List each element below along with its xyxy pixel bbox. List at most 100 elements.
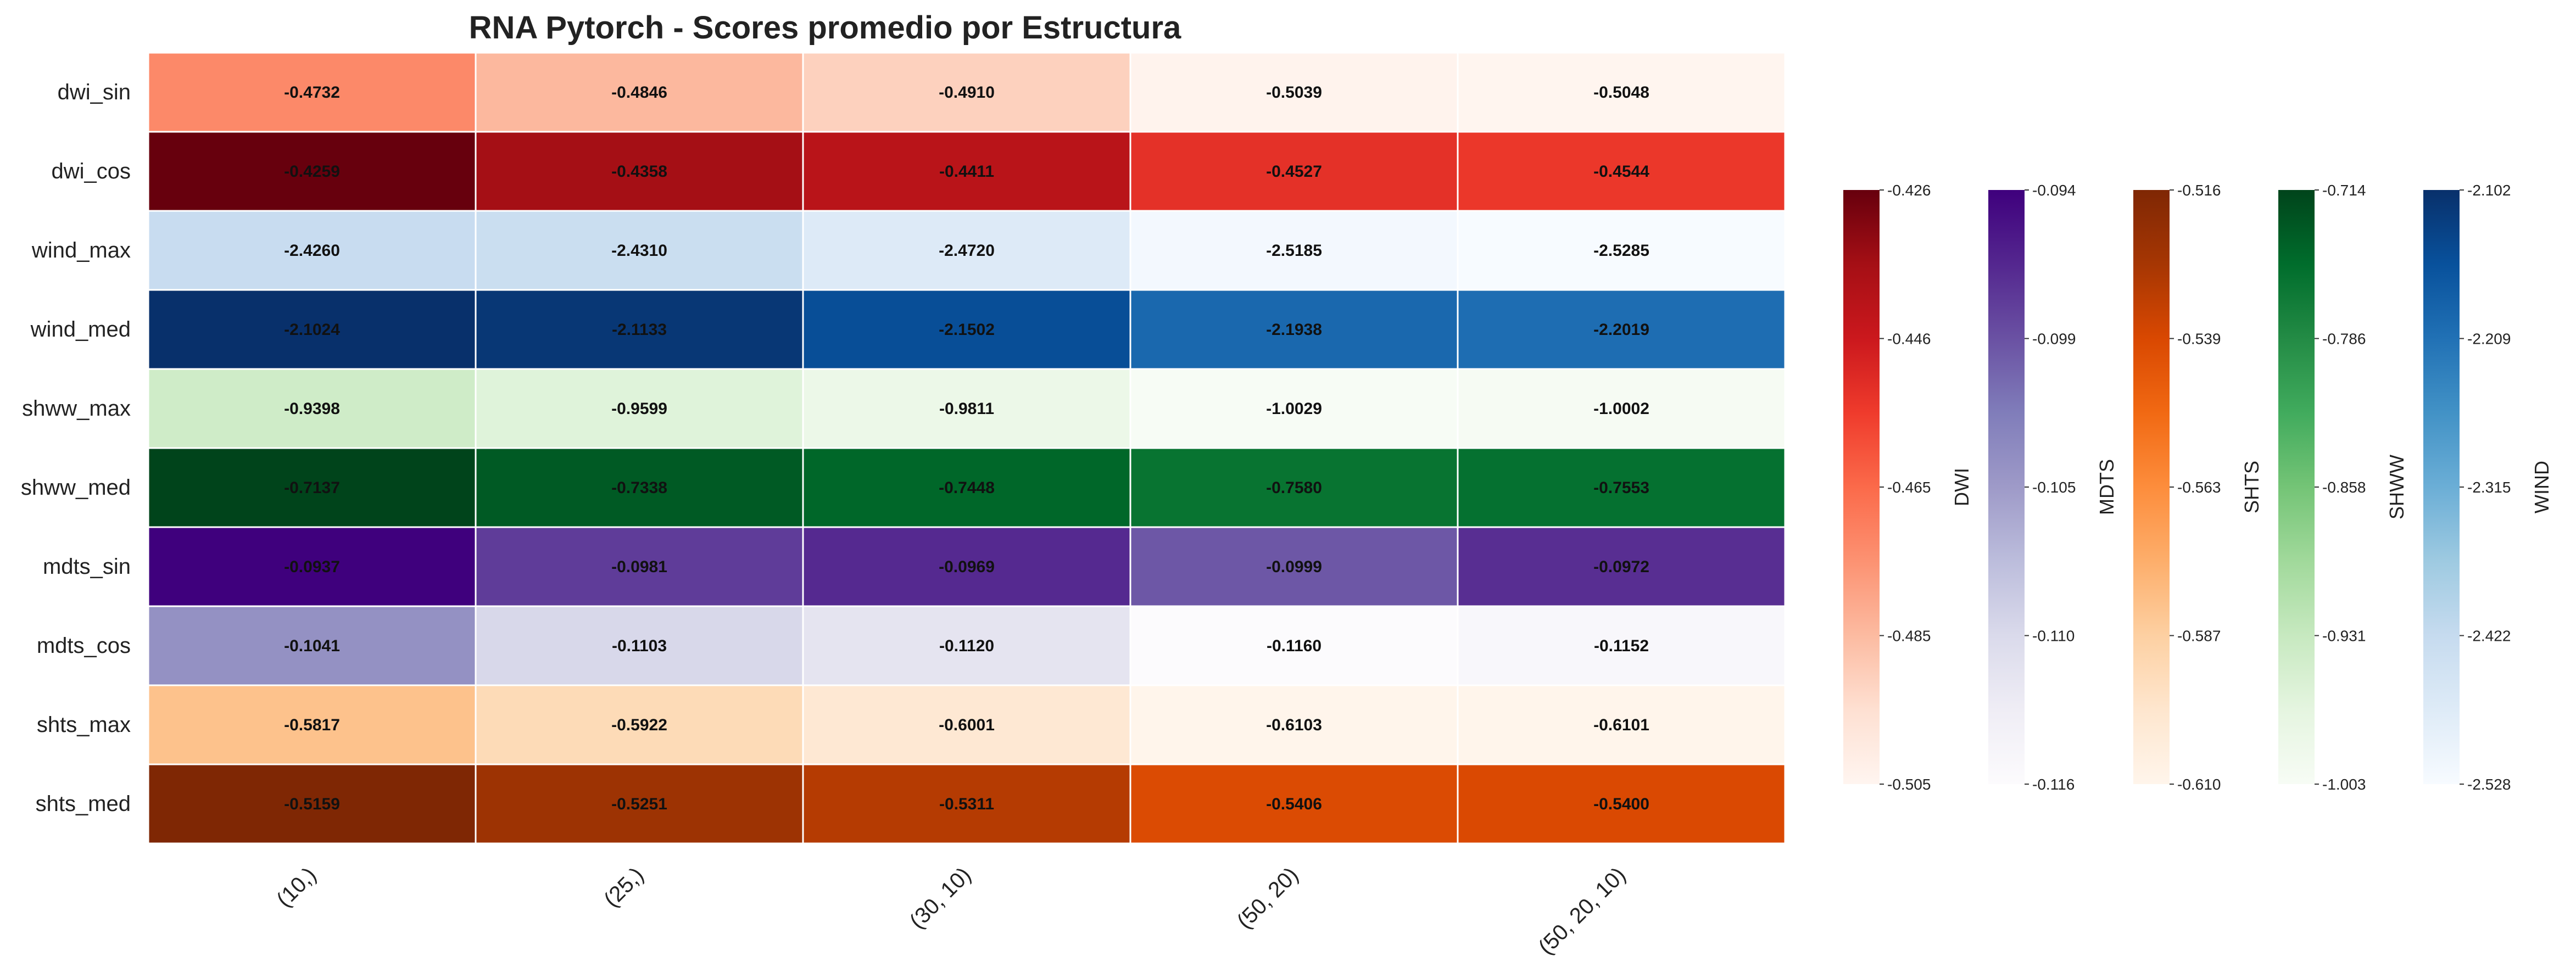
colorbar-tick-label: -0.099 — [2032, 331, 2076, 348]
cell-value-label: -1.0002 — [1593, 400, 1649, 418]
row-label: wind_med — [30, 317, 131, 342]
heatmap-cell — [802, 605, 1131, 686]
heatmap-cell — [802, 763, 1131, 845]
cell-value-label: -0.5159 — [284, 795, 340, 813]
colorbar-label: WIND — [2530, 461, 2553, 513]
cell-value-label: -0.7137 — [284, 479, 340, 497]
colorbars: -0.426 -0.446 -0.465 -0.485 -0.505 DWI -0.094 -… — [1843, 182, 2553, 793]
colorbar-tick-label: -0.116 — [2032, 776, 2075, 793]
cell-value-label: -0.0972 — [1593, 558, 1649, 576]
colorbar-tick-label: -0.094 — [2032, 182, 2076, 199]
cell-value-label: -0.1041 — [284, 637, 340, 655]
cell-value-label: -0.5311 — [939, 795, 994, 813]
heatmap-cell — [1129, 289, 1459, 370]
colorbar-label: SHTS — [2240, 461, 2263, 513]
cell-value-label: -0.0969 — [939, 558, 995, 576]
colorbar-tick-label: -0.105 — [2032, 479, 2076, 496]
colorbar-tick-label: -0.563 — [2177, 479, 2221, 496]
cell-value-label: -0.9811 — [939, 400, 994, 418]
row-label: mdts_sin — [43, 555, 131, 579]
row-label: shts_max — [37, 713, 131, 737]
cell-value-label: -0.0937 — [284, 558, 340, 576]
colorbar-dwi — [1843, 190, 1880, 784]
colorbar-tick-label: -0.539 — [2177, 331, 2221, 348]
cell-value-label: -0.7553 — [1593, 479, 1649, 497]
cell-value-label: -0.4358 — [611, 163, 667, 181]
colorbar-label: SHWW — [2385, 455, 2408, 519]
colorbar-tick-label: -0.505 — [1887, 776, 1931, 793]
cell-value-label: -0.4544 — [1593, 163, 1649, 181]
colorbar-tick-label: -0.446 — [1887, 331, 1931, 348]
heatmap-cell — [1129, 605, 1459, 686]
colorbar-tick-label: -0.714 — [2322, 182, 2366, 199]
cell-value-label: -0.6001 — [939, 716, 995, 734]
colorbar-shts — [2133, 190, 2170, 784]
heatmap-cell — [1457, 605, 1786, 686]
cell-value-label: -2.2019 — [1593, 321, 1649, 339]
heatmap-cell — [802, 52, 1131, 133]
heatmap-cell — [475, 763, 804, 845]
colorbar-tick-label: -0.786 — [2322, 331, 2366, 348]
heatmap-cell — [1129, 447, 1459, 528]
colorbar-tick-label: -0.465 — [1887, 479, 1931, 496]
cell-value-label: -0.5817 — [284, 716, 340, 734]
cell-value-label: -0.7448 — [939, 479, 995, 497]
cell-value-label: -0.5400 — [1593, 795, 1649, 813]
colorbar-tick-label: -2.528 — [2467, 776, 2511, 793]
cell-value-label: -1.0029 — [1266, 400, 1322, 418]
heatmap-cell — [1129, 210, 1459, 291]
cell-value-label: -0.5039 — [1266, 83, 1322, 102]
cell-value-label: -0.9599 — [611, 400, 667, 418]
colorbar-wind — [2423, 190, 2460, 784]
cell-value-label: -0.5922 — [611, 716, 667, 734]
chart-title: RNA Pytorch - Scores promedio por Estruc… — [469, 10, 1181, 46]
heatmap-cell — [802, 131, 1131, 212]
row-label: shww_max — [22, 396, 131, 421]
cell-value-label: -0.1152 — [1594, 637, 1649, 655]
cell-value-label: -2.4310 — [611, 242, 667, 260]
colorbar-tick-label: -2.315 — [2467, 479, 2511, 496]
cell-value-label: -0.4846 — [611, 83, 667, 102]
heatmap-cell — [1457, 210, 1786, 291]
colorbar-label: MDTS — [2095, 459, 2118, 515]
colorbar-tick-label: -0.587 — [2177, 628, 2221, 645]
colorbar-tick-label: -2.422 — [2467, 628, 2511, 645]
heatmap-cell — [475, 368, 804, 449]
heatmap-cell — [147, 131, 477, 212]
heatmap-cell — [1457, 447, 1786, 528]
cell-value-label: -0.7338 — [611, 479, 667, 497]
heatmap-cell — [475, 684, 804, 765]
row-label: dwi_cos — [51, 159, 131, 183]
cell-value-label: -2.1133 — [612, 321, 667, 339]
cell-value-label: -0.4527 — [1266, 163, 1322, 181]
cell-value-label: -0.1160 — [1267, 637, 1322, 655]
heatmap-cell — [802, 684, 1131, 765]
heatmap-cell — [1457, 684, 1786, 765]
column-label: (10,) — [272, 863, 321, 912]
heatmap-cells: -0.4732 -0.4846 -0.4910 -0.5039 -0.5048 -0.42… — [147, 52, 1786, 845]
colorbar-mdts — [1988, 190, 2025, 784]
heatmap-cell — [147, 289, 477, 370]
heatmap-cell — [802, 210, 1131, 291]
heatmap-cell — [147, 368, 477, 449]
column-labels: (10,) (25,) (30, 10) (50, 20) (50, 20, 10) — [272, 863, 1630, 959]
colorbar-tick-label: -1.003 — [2322, 776, 2366, 793]
colorbar-tick-label: -0.426 — [1887, 182, 1931, 199]
row-label: shww_med — [21, 476, 131, 500]
row-label: dwi_sin — [58, 80, 131, 104]
heatmap-cell — [1457, 52, 1786, 133]
row-label: shts_med — [36, 792, 131, 816]
cell-value-label: -0.6101 — [1593, 716, 1649, 734]
column-label: (50, 20, 10) — [1534, 863, 1631, 959]
cell-value-label: -0.7580 — [1266, 479, 1322, 497]
row-label: wind_max — [31, 238, 131, 262]
colorbar-tick-label: -0.516 — [2177, 182, 2221, 199]
cell-value-label: -0.4259 — [284, 163, 340, 181]
cell-value-label: -0.1120 — [939, 637, 994, 655]
heatmap-cell — [1457, 368, 1786, 449]
colorbar-tick-label: -0.931 — [2322, 628, 2366, 645]
cell-value-label: -0.1103 — [612, 637, 667, 655]
cell-value-label: -0.5048 — [1593, 83, 1649, 102]
cell-value-label: -2.1024 — [284, 321, 340, 339]
colorbar-tick-label: -0.858 — [2322, 479, 2366, 496]
